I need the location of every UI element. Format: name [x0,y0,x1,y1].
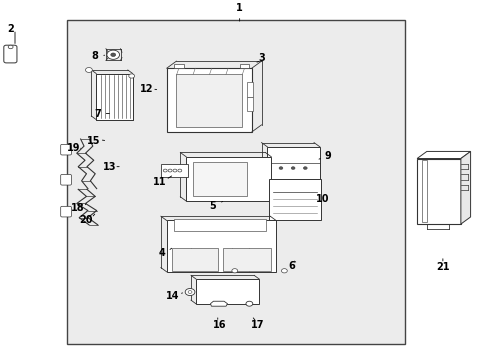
Text: 3: 3 [258,53,264,63]
Bar [96,73,132,120]
Bar [171,248,217,271]
Text: 16: 16 [212,320,225,330]
Circle shape [279,167,283,170]
Circle shape [231,269,237,273]
Bar [416,158,460,224]
Text: 11: 11 [152,177,166,187]
Bar [246,82,252,96]
Bar [239,64,249,68]
Bar [161,164,187,177]
Polygon shape [96,73,132,120]
Circle shape [303,167,306,170]
Text: 12: 12 [139,84,153,94]
Text: 13: 13 [102,162,116,172]
Bar [196,279,259,304]
Bar [174,219,266,231]
Polygon shape [416,152,469,158]
Text: 8: 8 [92,51,99,61]
Circle shape [188,291,192,293]
Circle shape [111,53,116,57]
Text: 9: 9 [324,151,331,161]
Text: 21: 21 [435,262,448,272]
Bar [67,21,404,345]
Bar [193,162,246,197]
Circle shape [178,169,182,172]
Text: 2: 2 [8,24,15,34]
Text: 20: 20 [80,215,93,225]
Circle shape [173,169,177,172]
Bar [186,157,271,201]
Bar [222,248,271,271]
FancyBboxPatch shape [61,144,71,155]
Circle shape [85,67,92,72]
FancyBboxPatch shape [61,175,71,185]
Text: 18: 18 [71,203,85,213]
Text: 4: 4 [158,248,165,258]
Circle shape [281,269,287,273]
FancyBboxPatch shape [61,206,71,217]
Polygon shape [460,152,469,224]
Circle shape [168,169,172,172]
Text: 10: 10 [315,194,328,204]
Bar [268,179,321,220]
Circle shape [290,167,294,170]
Text: 17: 17 [251,320,264,330]
Circle shape [185,288,195,296]
Bar [174,64,183,68]
Text: 1: 1 [236,3,243,13]
FancyBboxPatch shape [4,45,17,63]
Polygon shape [210,301,227,306]
Bar [246,96,252,111]
Bar [166,220,276,272]
Text: 19: 19 [66,143,80,153]
Circle shape [107,50,119,59]
Circle shape [8,45,13,49]
Circle shape [128,74,134,78]
Text: 5: 5 [209,201,216,211]
Text: 7: 7 [94,108,101,118]
Text: 14: 14 [165,291,179,301]
Bar [267,147,319,179]
Circle shape [163,169,167,172]
Text: 6: 6 [288,261,295,271]
Bar [421,160,426,222]
Bar [176,73,242,127]
Text: 15: 15 [87,136,101,146]
Circle shape [245,301,252,306]
Bar [166,68,251,132]
